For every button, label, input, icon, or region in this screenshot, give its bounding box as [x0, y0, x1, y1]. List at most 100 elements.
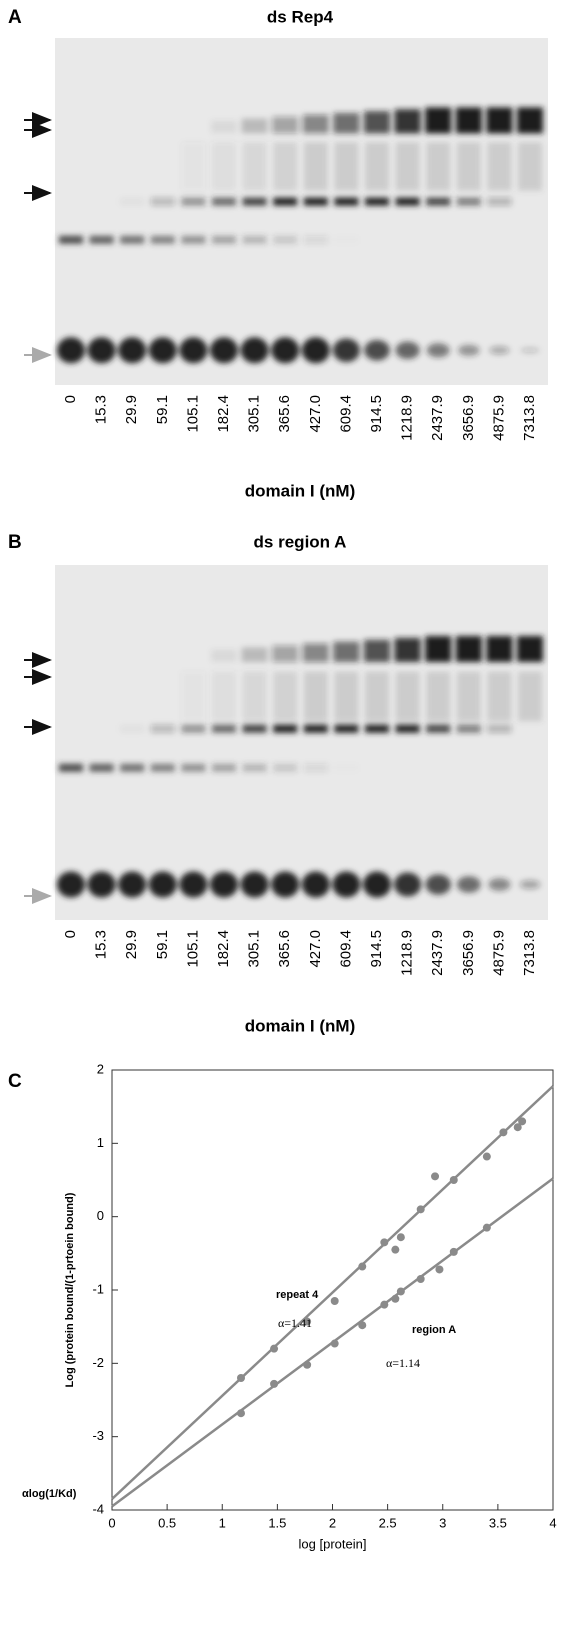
smear — [395, 142, 420, 191]
fit-line — [111, 1085, 554, 1500]
smear — [334, 142, 359, 191]
point — [396, 1287, 405, 1296]
band — [395, 197, 420, 206]
panel-label: C — [8, 1071, 22, 1092]
band — [333, 112, 360, 134]
lane-label: 365.6 — [276, 930, 293, 968]
band — [455, 636, 482, 662]
point — [358, 1262, 367, 1271]
point — [236, 1374, 245, 1382]
band — [457, 344, 480, 356]
band — [334, 197, 359, 206]
band — [519, 880, 541, 889]
band — [118, 337, 147, 364]
smear — [518, 142, 542, 191]
smear — [181, 142, 206, 191]
smear — [365, 142, 389, 191]
x-tick-label: 2 — [329, 1515, 336, 1530]
smear — [242, 671, 267, 722]
point — [330, 1297, 339, 1305]
panel-title: ds Rep4 — [267, 7, 334, 26]
smear — [181, 671, 206, 722]
band — [364, 111, 390, 134]
band — [87, 337, 116, 364]
band — [241, 647, 268, 663]
band — [333, 641, 360, 663]
y-tick-label: 1 — [97, 1135, 104, 1150]
band — [150, 724, 175, 733]
x-tick-label: 2.5 — [379, 1515, 397, 1530]
band — [181, 197, 206, 206]
band — [242, 724, 267, 733]
lane-label: 15.3 — [93, 395, 110, 424]
series-slope: α=1.14 — [386, 1356, 420, 1370]
band — [303, 763, 328, 772]
band — [365, 724, 389, 733]
plot-frame — [111, 1069, 554, 1511]
band — [394, 109, 421, 134]
bands — [57, 636, 543, 898]
lane-label: 1218.9 — [399, 395, 416, 441]
smear — [242, 142, 267, 191]
band — [517, 107, 543, 134]
gel-background — [55, 38, 548, 385]
band — [487, 724, 512, 733]
smear — [426, 671, 451, 722]
band — [455, 107, 482, 134]
band — [456, 724, 481, 733]
band — [332, 338, 360, 363]
y-tick-label: -2 — [92, 1355, 104, 1370]
band — [456, 876, 481, 893]
bands — [57, 107, 543, 364]
point — [499, 1128, 508, 1137]
point — [303, 1317, 312, 1326]
lane-label: 305.1 — [246, 930, 263, 968]
point — [482, 1223, 491, 1232]
band — [150, 763, 175, 772]
y-tick-label: -4 — [92, 1501, 104, 1516]
smear — [456, 142, 481, 191]
band — [118, 871, 147, 898]
band — [273, 724, 298, 733]
band — [272, 116, 299, 134]
point — [380, 1300, 389, 1309]
band — [241, 118, 268, 134]
smear — [487, 671, 512, 722]
point — [303, 1360, 312, 1369]
band — [394, 872, 422, 897]
point — [482, 1152, 491, 1161]
point — [330, 1339, 339, 1348]
smear — [212, 671, 236, 722]
band — [426, 724, 451, 733]
lane-label: 182.4 — [215, 395, 232, 433]
gel-background — [55, 565, 548, 920]
lane-label: 609.4 — [337, 395, 354, 433]
plot-c: C 0 0.5 1 1.5 2 2.5 3 3.5 4 -4 -3 -2 -1 0 1 2 log [protei… — [8, 1061, 557, 1551]
lane-label: 1218.9 — [399, 930, 416, 976]
smear — [273, 671, 298, 722]
lane-label: 7313.8 — [521, 930, 538, 976]
smear — [426, 142, 451, 191]
y-tick-label: 2 — [97, 1061, 104, 1076]
point — [391, 1294, 400, 1303]
y-axis-label: Log (protein bound/(1-prtoein bound) — [64, 1192, 76, 1387]
lane-label: 914.5 — [368, 395, 385, 433]
band — [456, 197, 481, 206]
band — [210, 337, 238, 364]
lane-label: 0 — [62, 930, 79, 938]
band — [426, 343, 450, 358]
band — [89, 763, 114, 772]
lane-label: 3656.9 — [460, 395, 477, 441]
band — [242, 763, 267, 772]
band — [57, 871, 85, 898]
band — [489, 346, 510, 355]
band — [181, 724, 206, 733]
band — [148, 871, 177, 898]
band — [486, 636, 513, 662]
x-tick-label: 0.5 — [158, 1515, 176, 1530]
band — [240, 337, 269, 364]
smear — [273, 142, 298, 191]
x-tick-label: 3 — [439, 1515, 446, 1530]
band — [425, 636, 452, 662]
x-tick-label: 3.5 — [489, 1515, 507, 1530]
